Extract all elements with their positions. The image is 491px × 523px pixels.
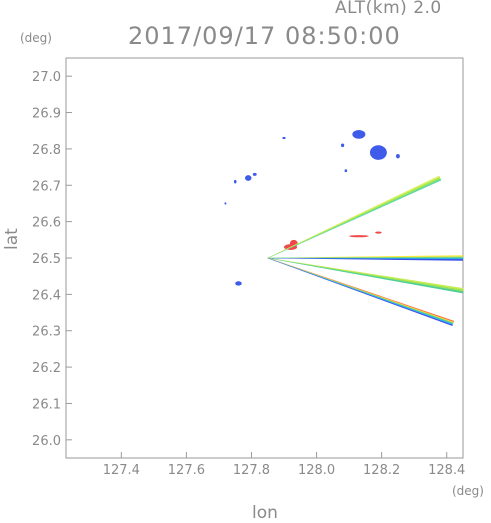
echo-patch <box>352 130 366 139</box>
beam-layer <box>267 175 464 326</box>
x-tick-label: 128.0 <box>298 463 335 478</box>
altitude-label: ALT(km) 2.0 <box>335 0 442 18</box>
echo-patch <box>375 231 382 234</box>
radar-beam-band <box>267 258 463 294</box>
radar-beam-band <box>267 258 453 326</box>
y-tick-label: 26.0 <box>32 434 61 449</box>
radar-beam-band <box>267 255 463 258</box>
y-axis-unit: (deg) <box>20 31 52 45</box>
echo-patch <box>252 172 257 176</box>
radar-beam-band <box>267 177 441 259</box>
axis-layer: 127.4 127.6 127.8 128.0 128.2 128.4 27.0 26.9 26… <box>32 70 465 478</box>
echo-patch <box>244 175 252 181</box>
x-tick-label: 128.4 <box>428 463 465 478</box>
x-tick-label: 127.4 <box>103 463 140 478</box>
x-tick-label: 127.8 <box>233 463 270 478</box>
y-tick-label: 26.4 <box>32 288 61 303</box>
y-tick-label: 26.2 <box>32 361 61 376</box>
echo-patch <box>340 143 345 148</box>
echo-patch <box>349 235 369 238</box>
y-tick-label: 26.6 <box>32 216 61 231</box>
echo-patch <box>235 281 242 286</box>
x-tick-label: 127.6 <box>168 463 205 478</box>
radar-beam-band <box>267 178 442 259</box>
x-tick-label: 128.2 <box>363 463 400 478</box>
radar-beam-band <box>267 175 440 258</box>
x-axis-label: lon <box>252 503 278 523</box>
y-tick-label: 26.7 <box>32 179 61 194</box>
y-tick-label: 26.5 <box>32 252 61 267</box>
radar-beam-band <box>267 258 463 261</box>
echo-patch <box>344 169 348 173</box>
y-tick-label: 26.8 <box>32 143 61 158</box>
echo-patch <box>282 136 286 140</box>
echo-patch <box>395 154 400 159</box>
echo-patch <box>233 179 237 184</box>
echo-patch <box>369 145 387 160</box>
y-tick-label: 27.0 <box>32 70 61 85</box>
y-tick-label: 26.9 <box>32 107 61 122</box>
echo-patch <box>224 202 227 205</box>
timestamp-title: 2017/09/17 08:50:00 <box>128 22 401 50</box>
x-axis-unit: (deg) <box>452 484 484 498</box>
y-tick-label: 26.3 <box>32 325 61 340</box>
y-tick-label: 26.1 <box>32 397 61 412</box>
radar-beam-band <box>267 256 463 259</box>
